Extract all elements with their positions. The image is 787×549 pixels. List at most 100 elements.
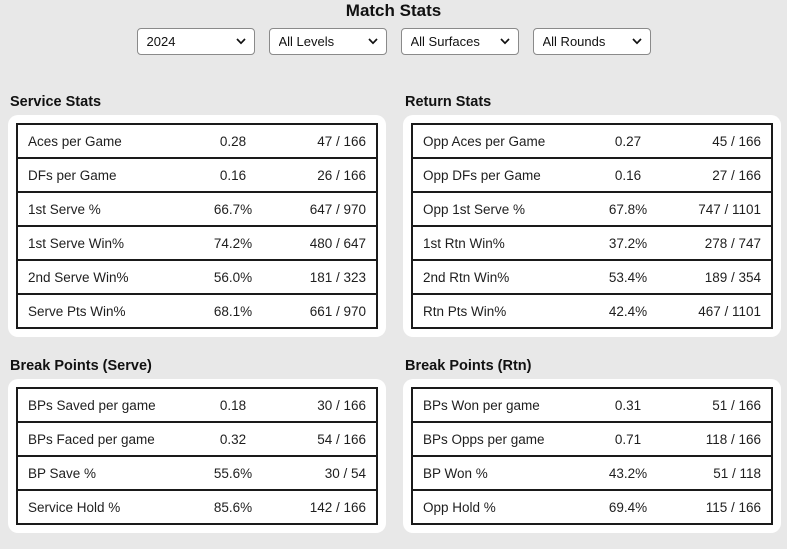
stat-value: 74.2% [182,225,284,260]
stat-ratio: 47 / 166 [317,133,366,149]
stats-card: Opp Aces per Game 0.27 45 / 166 Opp DFs … [403,115,781,337]
section-title: Return Stats [405,94,492,110]
stat-value: 68.1% [182,293,284,328]
stats-card: BPs Saved per game 0.18 30 / 166 BPs Fac… [8,379,386,533]
stat-ratio: 142 / 166 [283,489,377,524]
stat-row: BP Save % 55.6% 30 / 54 [17,455,377,490]
stat-ratio: 26 / 166 [283,157,377,192]
stat-value: 66.7% [182,191,284,226]
stat-value: 53.4% [577,259,679,294]
stat-ratio: 115 / 166 [678,489,772,524]
stat-value: 0.18 [219,397,247,413]
stat-value: 0.28 [219,133,247,149]
stat-value: 43.2% [577,455,679,490]
stat-value: 42.4% [577,293,679,328]
stat-row: BPs Opps per game 0.71 118 / 166 [412,421,772,456]
stats-section: Break Points (Rtn) BPs Won per game 0.31… [403,358,781,533]
stat-row: 1st Rtn Win% 37.2% 278 / 747 [412,225,772,260]
stat-ratio: 45 / 166 [712,133,761,149]
stat-ratio: 480 / 647 [283,225,377,260]
stat-ratio: 647 / 970 [283,191,377,226]
stat-row: DFs per Game 0.16 26 / 166 [17,157,377,192]
stat-ratio: 51 / 118 [678,455,772,490]
stat-label: BPs Saved per game [28,397,156,413]
level-filter: All Levels [268,28,387,55]
stats-section: Break Points (Serve) BPs Saved per game … [8,358,386,533]
stat-row: BPs Won per game 0.31 51 / 166 [412,388,772,422]
stat-ratio: 30 / 166 [317,397,366,413]
stats-table: Opp Aces per Game 0.27 45 / 166 Opp DFs … [411,123,773,329]
stat-value: 37.2% [577,225,679,260]
stat-row: Serve Pts Win% 68.1% 661 / 970 [17,293,377,328]
stats-table: BPs Saved per game 0.18 30 / 166 BPs Fac… [16,387,378,525]
stat-row: BP Won % 43.2% 51 / 118 [412,455,772,490]
stat-label: 2nd Rtn Win% [412,259,578,294]
stat-row: Rtn Pts Win% 42.4% 467 / 1101 [412,293,772,328]
round-filter-select[interactable]: All Rounds [532,28,651,55]
level-filter-select[interactable]: All Levels [268,28,387,55]
stat-row: BPs Saved per game 0.18 30 / 166 [17,388,377,422]
stat-row: 1st Serve % 66.7% 647 / 970 [17,191,377,226]
stat-value: 67.8% [577,191,679,226]
stat-value: 0.32 [182,421,284,456]
stat-value: 0.27 [614,133,642,149]
stat-row: Aces per Game 0.28 47 / 166 [17,124,377,158]
stat-label: BP Save % [17,455,183,490]
stat-ratio: 181 / 323 [283,259,377,294]
stat-label: Aces per Game [28,133,122,149]
section-title: Break Points (Rtn) [405,358,532,374]
page-title: Match Stats [345,1,442,20]
stat-ratio: 51 / 166 [712,397,761,413]
stat-row: 2nd Serve Win% 56.0% 181 / 323 [17,259,377,294]
round-filter: All Rounds [532,28,651,55]
stat-value: 56.0% [182,259,284,294]
stat-ratio: 189 / 354 [678,259,772,294]
stat-value: 85.6% [182,489,284,524]
filters-bar: 2024 All Levels All Surfaces All Rounds [0,28,787,55]
stat-label: Rtn Pts Win% [412,293,578,328]
stat-label: Opp 1st Serve % [412,191,578,226]
stat-value: 0.16 [182,157,284,192]
stat-ratio: 278 / 747 [678,225,772,260]
surface-filter-select[interactable]: All Surfaces [400,28,519,55]
stat-row: 2nd Rtn Win% 53.4% 189 / 354 [412,259,772,294]
stat-label: BPs Opps per game [412,421,578,456]
stat-label: BPs Faced per game [17,421,183,456]
stat-label: 2nd Serve Win% [17,259,183,294]
stat-label: DFs per Game [17,157,183,192]
stat-row: Opp DFs per Game 0.16 27 / 166 [412,157,772,192]
stat-label: 1st Serve % [17,191,183,226]
stats-card: BPs Won per game 0.31 51 / 166 BPs Opps … [403,379,781,533]
stats-section: Return Stats Opp Aces per Game 0.27 45 /… [403,94,781,337]
stat-value: 69.4% [577,489,679,524]
stat-ratio: 30 / 54 [283,455,377,490]
stat-label: Opp Aces per Game [423,133,546,149]
stat-ratio: 747 / 1101 [678,191,772,226]
stat-row: 1st Serve Win% 74.2% 480 / 647 [17,225,377,260]
stats-card: Aces per Game 0.28 47 / 166 DFs per Game… [8,115,386,337]
section-title: Service Stats [10,94,102,110]
stat-value: 0.16 [577,157,679,192]
stat-label: BP Won % [412,455,578,490]
stat-row: Opp 1st Serve % 67.8% 747 / 1101 [412,191,772,226]
surface-filter: All Surfaces [400,28,519,55]
stat-label: Serve Pts Win% [17,293,183,328]
year-filter-select[interactable]: 2024 [136,28,255,55]
stat-value: 0.31 [614,397,642,413]
stat-ratio: 467 / 1101 [678,293,772,328]
stat-ratio: 661 / 970 [283,293,377,328]
stat-row: Opp Aces per Game 0.27 45 / 166 [412,124,772,158]
stat-label: BPs Won per game [423,397,540,413]
stat-label: Service Hold % [17,489,183,524]
stat-ratio: 27 / 166 [678,157,772,192]
stat-ratio: 54 / 166 [283,421,377,456]
stat-label: Opp Hold % [412,489,578,524]
stat-row: Service Hold % 85.6% 142 / 166 [17,489,377,524]
stat-ratio: 118 / 166 [678,421,772,456]
stat-value: 55.6% [182,455,284,490]
stat-value: 0.71 [577,421,679,456]
year-filter: 2024 [136,28,255,55]
stats-sections-grid: Service Stats Aces per Game 0.28 47 / 16… [8,94,781,533]
stat-label: 1st Serve Win% [17,225,183,260]
section-title: Break Points (Serve) [10,358,152,374]
